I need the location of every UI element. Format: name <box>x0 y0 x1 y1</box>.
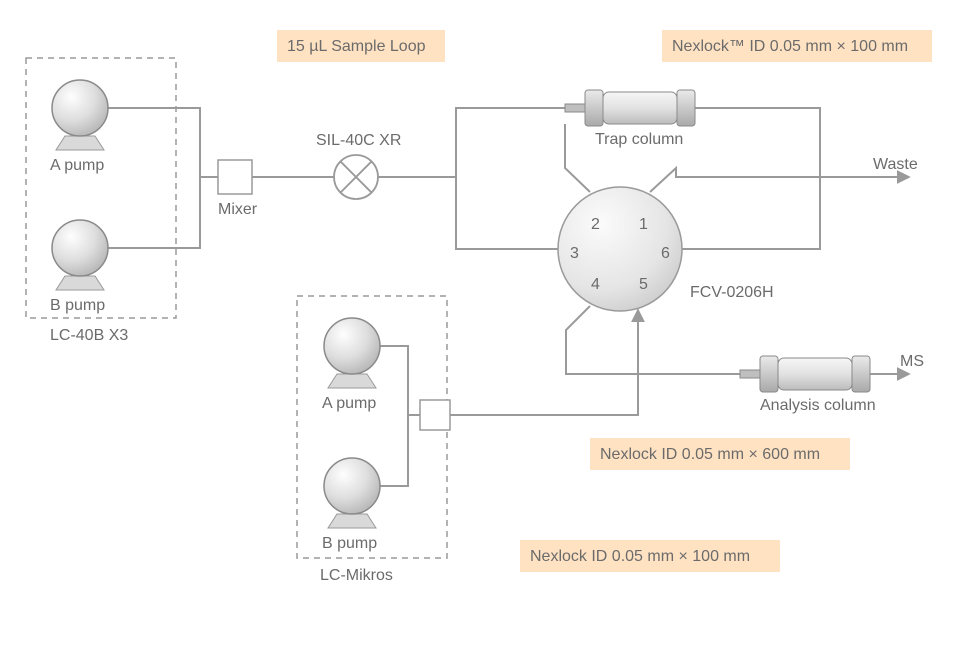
pump-a-1-label: A pump <box>50 157 104 174</box>
mixer2-to-valve5 <box>450 311 638 415</box>
valve-port-6: 6 <box>661 245 670 262</box>
valve-port-3: 3 <box>570 245 579 262</box>
valve-port-4: 4 <box>591 276 600 293</box>
analysis-column <box>740 356 870 392</box>
trap-column <box>565 90 695 126</box>
trap-out-valve1 <box>682 108 820 249</box>
b2-to-mixer2 <box>380 415 408 486</box>
callout-nexlock-100-top-text: Nexlock™ ID 0.05 mm × 100 mm <box>672 38 908 55</box>
mixer-2 <box>420 400 450 430</box>
injector-label: SIL-40C XR <box>316 132 401 149</box>
flow-diagram: 15 µL Sample Loop Nexlock™ ID 0.05 mm × 1… <box>0 0 954 648</box>
callout-nexlock-100-bot-text: Nexlock ID 0.05 mm × 100 mm <box>530 548 750 565</box>
trap-column-label: Trap column <box>595 131 683 148</box>
output-waste: Waste <box>873 156 918 173</box>
inj-to-trap-in <box>378 108 565 177</box>
pump-a-2-label: A pump <box>322 395 376 412</box>
lcmikros-group-label: LC-Mikros <box>320 567 393 584</box>
pump-b-2 <box>324 458 380 528</box>
callout-sample-loop-text: 15 µL Sample Loop <box>287 38 426 55</box>
valve-port-2: 2 <box>591 216 600 233</box>
mixer-1-label: Mixer <box>218 201 258 218</box>
pump-b-2-label: B pump <box>322 535 377 552</box>
mixer-1 <box>218 160 252 194</box>
valve-fcv-0206h: 1 234 56 <box>558 187 682 311</box>
pump-a-1 <box>52 80 108 150</box>
lc40b-group-label: LC-40B X3 <box>50 327 128 344</box>
pump-b-1-label: B pump <box>50 297 105 314</box>
pump-a-2 <box>324 318 380 388</box>
valve-label: FCV-0206H <box>690 284 774 301</box>
pump-b-1 <box>52 220 108 290</box>
valve6-to-waste <box>650 168 908 192</box>
injector-sil-40c <box>334 155 378 199</box>
valve-port-1: 1 <box>639 216 648 233</box>
a1-to-mixer1 <box>108 108 218 177</box>
valve2-to-trap-in <box>565 124 590 192</box>
b1-to-mixer1 <box>108 177 200 248</box>
inj-to-valve3 <box>456 177 558 249</box>
valve4-to-analysis <box>566 306 740 374</box>
output-ms: MS <box>900 353 924 370</box>
a2-to-mixer2 <box>380 346 420 415</box>
valve-port-5: 5 <box>639 276 648 293</box>
callout-nexlock-600-text: Nexlock ID 0.05 mm × 600 mm <box>600 446 820 463</box>
analysis-column-label: Analysis column <box>760 397 876 414</box>
